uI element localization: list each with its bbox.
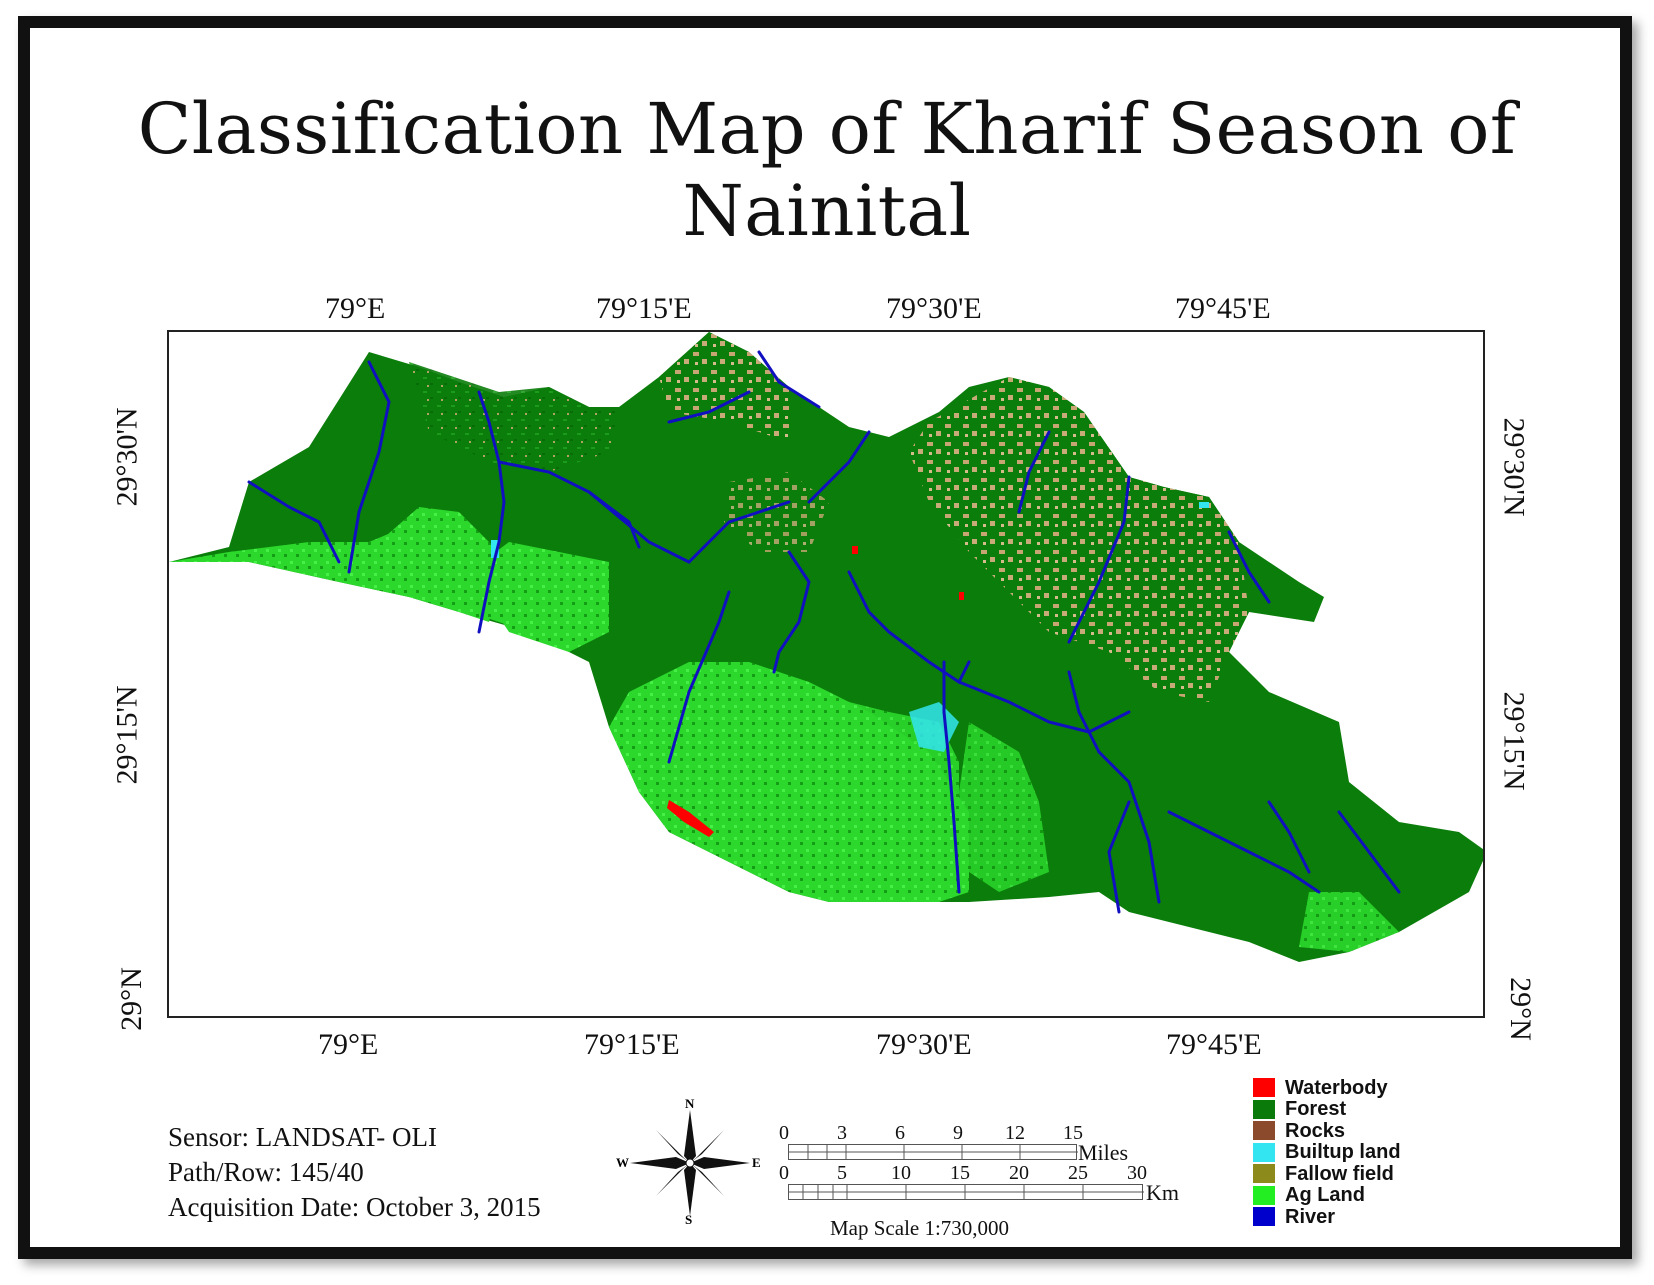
top-lon-label: 79°45'E (1175, 292, 1271, 325)
fallow-region (409, 362, 619, 472)
south-label: S (685, 1212, 693, 1227)
fallow-region (909, 377, 1249, 702)
fallow-region (724, 472, 829, 552)
legend-item: Builtup land (1253, 1142, 1493, 1164)
legend-label: Builtup land (1285, 1141, 1401, 1164)
miles-tick: 12 (1005, 1122, 1025, 1144)
bottom-lon-label: 79°30'E (876, 1028, 972, 1061)
km-tick: 20 (1009, 1162, 1029, 1184)
left-lat-label: 29°15'N (110, 685, 144, 785)
compass-rose-icon: N S W E (616, 1096, 761, 1227)
legend-swatch (1253, 1164, 1275, 1184)
classification-map[interactable] (167, 330, 1485, 1018)
miles-tick: 0 (779, 1122, 789, 1144)
km-tick: 30 (1127, 1162, 1147, 1184)
bottom-lon-label: 79°E (318, 1028, 379, 1061)
legend-swatch (1253, 1078, 1275, 1098)
fallow-region (659, 332, 789, 442)
legend-swatch (1253, 1142, 1275, 1162)
legend-item: Forest (1253, 1099, 1493, 1121)
path-row-text: Path/Row: 145/40 (168, 1157, 364, 1187)
km-tick: 5 (837, 1162, 847, 1184)
map-canvas (169, 332, 1483, 962)
miles-tick: 9 (953, 1122, 963, 1144)
top-lon-label: 79°30'E (886, 292, 982, 325)
km-tick: 10 (891, 1162, 911, 1184)
waterbody (852, 546, 858, 554)
miles-tick: 3 (837, 1122, 847, 1144)
legend-label: River (1285, 1205, 1336, 1228)
waterbody (959, 592, 964, 600)
legend-label: Forest (1285, 1098, 1347, 1121)
left-lat-label: 29°30'N (110, 407, 144, 507)
west-label: W (616, 1155, 629, 1170)
river-network (247, 350, 1401, 914)
bottom-lon-label: 79°45'E (1166, 1028, 1262, 1061)
miles-tick: 15 (1063, 1122, 1083, 1144)
right-lat-label: 29°N (1503, 977, 1537, 1041)
waterbody (667, 800, 714, 837)
legend-swatch (1253, 1207, 1275, 1227)
north-label: N (685, 1096, 695, 1111)
legend: Waterbody Forest Rocks Builtup land Fallow f… (1253, 1077, 1493, 1228)
km-tick: 25 (1068, 1162, 1088, 1184)
acquisition-date-text: Acquisition Date: October 3, 2015 (168, 1192, 541, 1222)
km-tick: 0 (779, 1162, 789, 1184)
legend-label: Rocks (1285, 1119, 1346, 1142)
miles-unit: Miles (1078, 1140, 1129, 1165)
agland-region (959, 722, 1049, 892)
agland-region (469, 542, 609, 652)
builtup-area (1199, 502, 1209, 508)
top-lon-label: 79°15'E (596, 292, 692, 325)
legend-swatch (1253, 1121, 1275, 1141)
km-unit: Km (1146, 1180, 1179, 1205)
km-tick: 15 (950, 1162, 970, 1184)
right-lat-label: 29°15'N (1497, 691, 1531, 791)
legend-item: Waterbody (1253, 1077, 1493, 1099)
legend-label: Waterbody (1285, 1076, 1388, 1099)
map-title: Classification Map of Kharif Season of N… (137, 88, 1517, 252)
right-lat-label: 29°30'N (1497, 417, 1531, 517)
top-lon-label: 79°E (325, 292, 386, 325)
legend-label: Fallow field (1285, 1162, 1394, 1185)
sensor-text: Sensor: LANDSAT- OLI (168, 1122, 437, 1152)
bottom-lon-label: 79°15'E (584, 1028, 680, 1061)
left-lat-label: 29°N (114, 967, 148, 1031)
agland-region (1299, 892, 1399, 952)
legend-item: Ag Land (1253, 1185, 1493, 1207)
east-label: E (752, 1155, 761, 1170)
legend-item: Fallow field (1253, 1163, 1493, 1185)
legend-swatch (1253, 1099, 1275, 1119)
legend-swatch (1253, 1185, 1275, 1205)
legend-item: Rocks (1253, 1120, 1493, 1142)
legend-item: River (1253, 1206, 1493, 1228)
builtup-area (491, 540, 499, 558)
miles-tick: 6 (895, 1122, 905, 1144)
legend-label: Ag Land (1285, 1184, 1365, 1207)
map-scale-text: Map Scale 1:730,000 (830, 1216, 1010, 1240)
